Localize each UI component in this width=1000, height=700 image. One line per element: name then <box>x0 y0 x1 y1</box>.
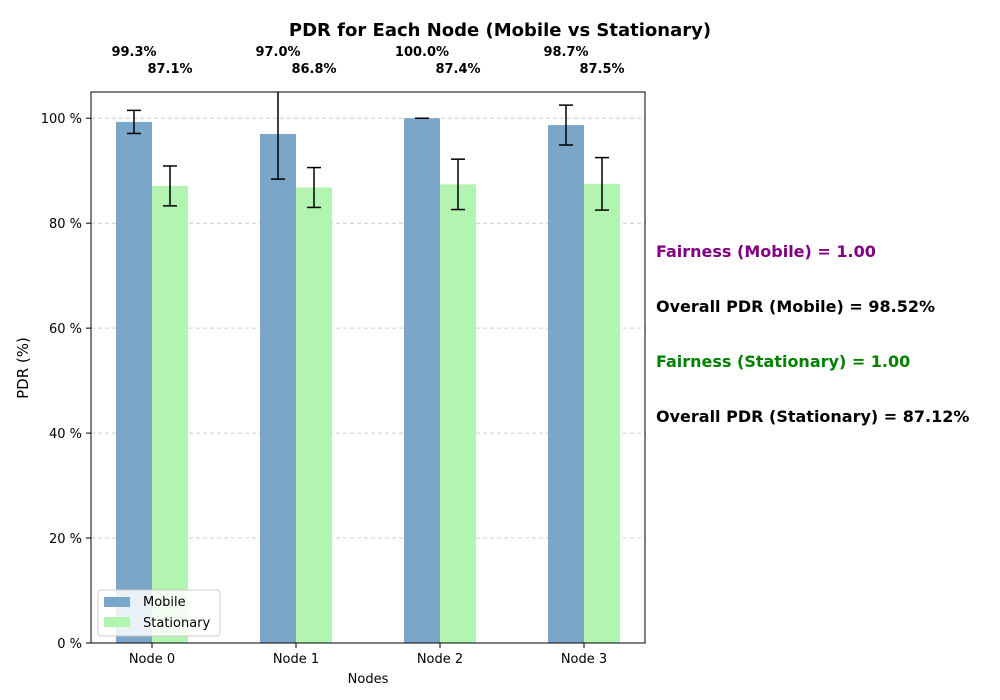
bar-mobile <box>116 121 152 643</box>
bar-stationary <box>440 184 476 643</box>
value-label-stationary: 87.4% <box>435 62 480 77</box>
bar-stationary <box>584 183 620 644</box>
value-label-mobile: 97.0% <box>255 45 300 60</box>
legend-label-stationary: Stationary <box>143 616 211 631</box>
y-tick-label: 60 % <box>49 322 82 337</box>
x-tick-label: Node 3 <box>561 652 607 667</box>
error-bars <box>127 92 609 211</box>
x-tick-label: Node 1 <box>273 652 319 667</box>
legend: Mobile Stationary <box>97 589 221 637</box>
y-tick-label: 40 % <box>49 427 82 442</box>
x-axis-ticks: Node 0 Node 1 Node 2 Node 3 <box>129 643 607 667</box>
value-labels: 99.3% 87.1% 97.0% 86.8% 100.0% 87.4% 98.7% 87.5… <box>111 45 624 77</box>
value-label-stationary: 87.5% <box>579 62 624 77</box>
legend-swatch-stationary <box>104 617 130 627</box>
annotations: Fairness (Mobile) = 1.00 Overall PDR (Mo… <box>656 242 969 426</box>
annotation-overall-pdr-stationary: Overall PDR (Stationary) = 87.12% <box>656 407 969 426</box>
value-label-mobile: 99.3% <box>111 45 156 60</box>
x-tick-label: Node 0 <box>129 652 175 667</box>
y-tick-label: 100 % <box>41 112 82 127</box>
legend-swatch-mobile <box>104 597 130 607</box>
x-tick-label: Node 2 <box>417 652 463 667</box>
y-tick-label: 80 % <box>49 217 82 232</box>
bar-stationary <box>296 187 332 644</box>
y-axis-label: PDR (%) <box>14 337 32 399</box>
chart-title: PDR for Each Node (Mobile vs Stationary) <box>289 20 711 41</box>
plot-area-frame <box>90 91 646 644</box>
annotation-fairness-stationary: Fairness (Stationary) = 1.00 <box>656 352 910 371</box>
value-label-stationary: 86.8% <box>291 62 336 77</box>
bar-mobile <box>260 133 296 643</box>
value-label-mobile: 98.7% <box>543 45 588 60</box>
x-axis-label: Nodes <box>348 672 389 687</box>
bar-stationary <box>152 185 188 644</box>
annotation-overall-pdr-mobile: Overall PDR (Mobile) = 98.52% <box>656 297 935 316</box>
bar-mobile <box>404 118 440 643</box>
y-tick-label: 20 % <box>49 532 82 547</box>
bar-mobile <box>548 125 584 643</box>
bars <box>116 118 620 644</box>
annotation-fairness-mobile: Fairness (Mobile) = 1.00 <box>656 242 876 261</box>
legend-label-mobile: Mobile <box>143 595 186 610</box>
value-label-stationary: 87.1% <box>147 62 192 77</box>
y-tick-label: 0 % <box>57 637 82 652</box>
value-label-mobile: 100.0% <box>395 45 449 60</box>
y-axis-ticks: 0 % 20 % 40 % 60 % 80 % 100 % <box>41 112 91 652</box>
